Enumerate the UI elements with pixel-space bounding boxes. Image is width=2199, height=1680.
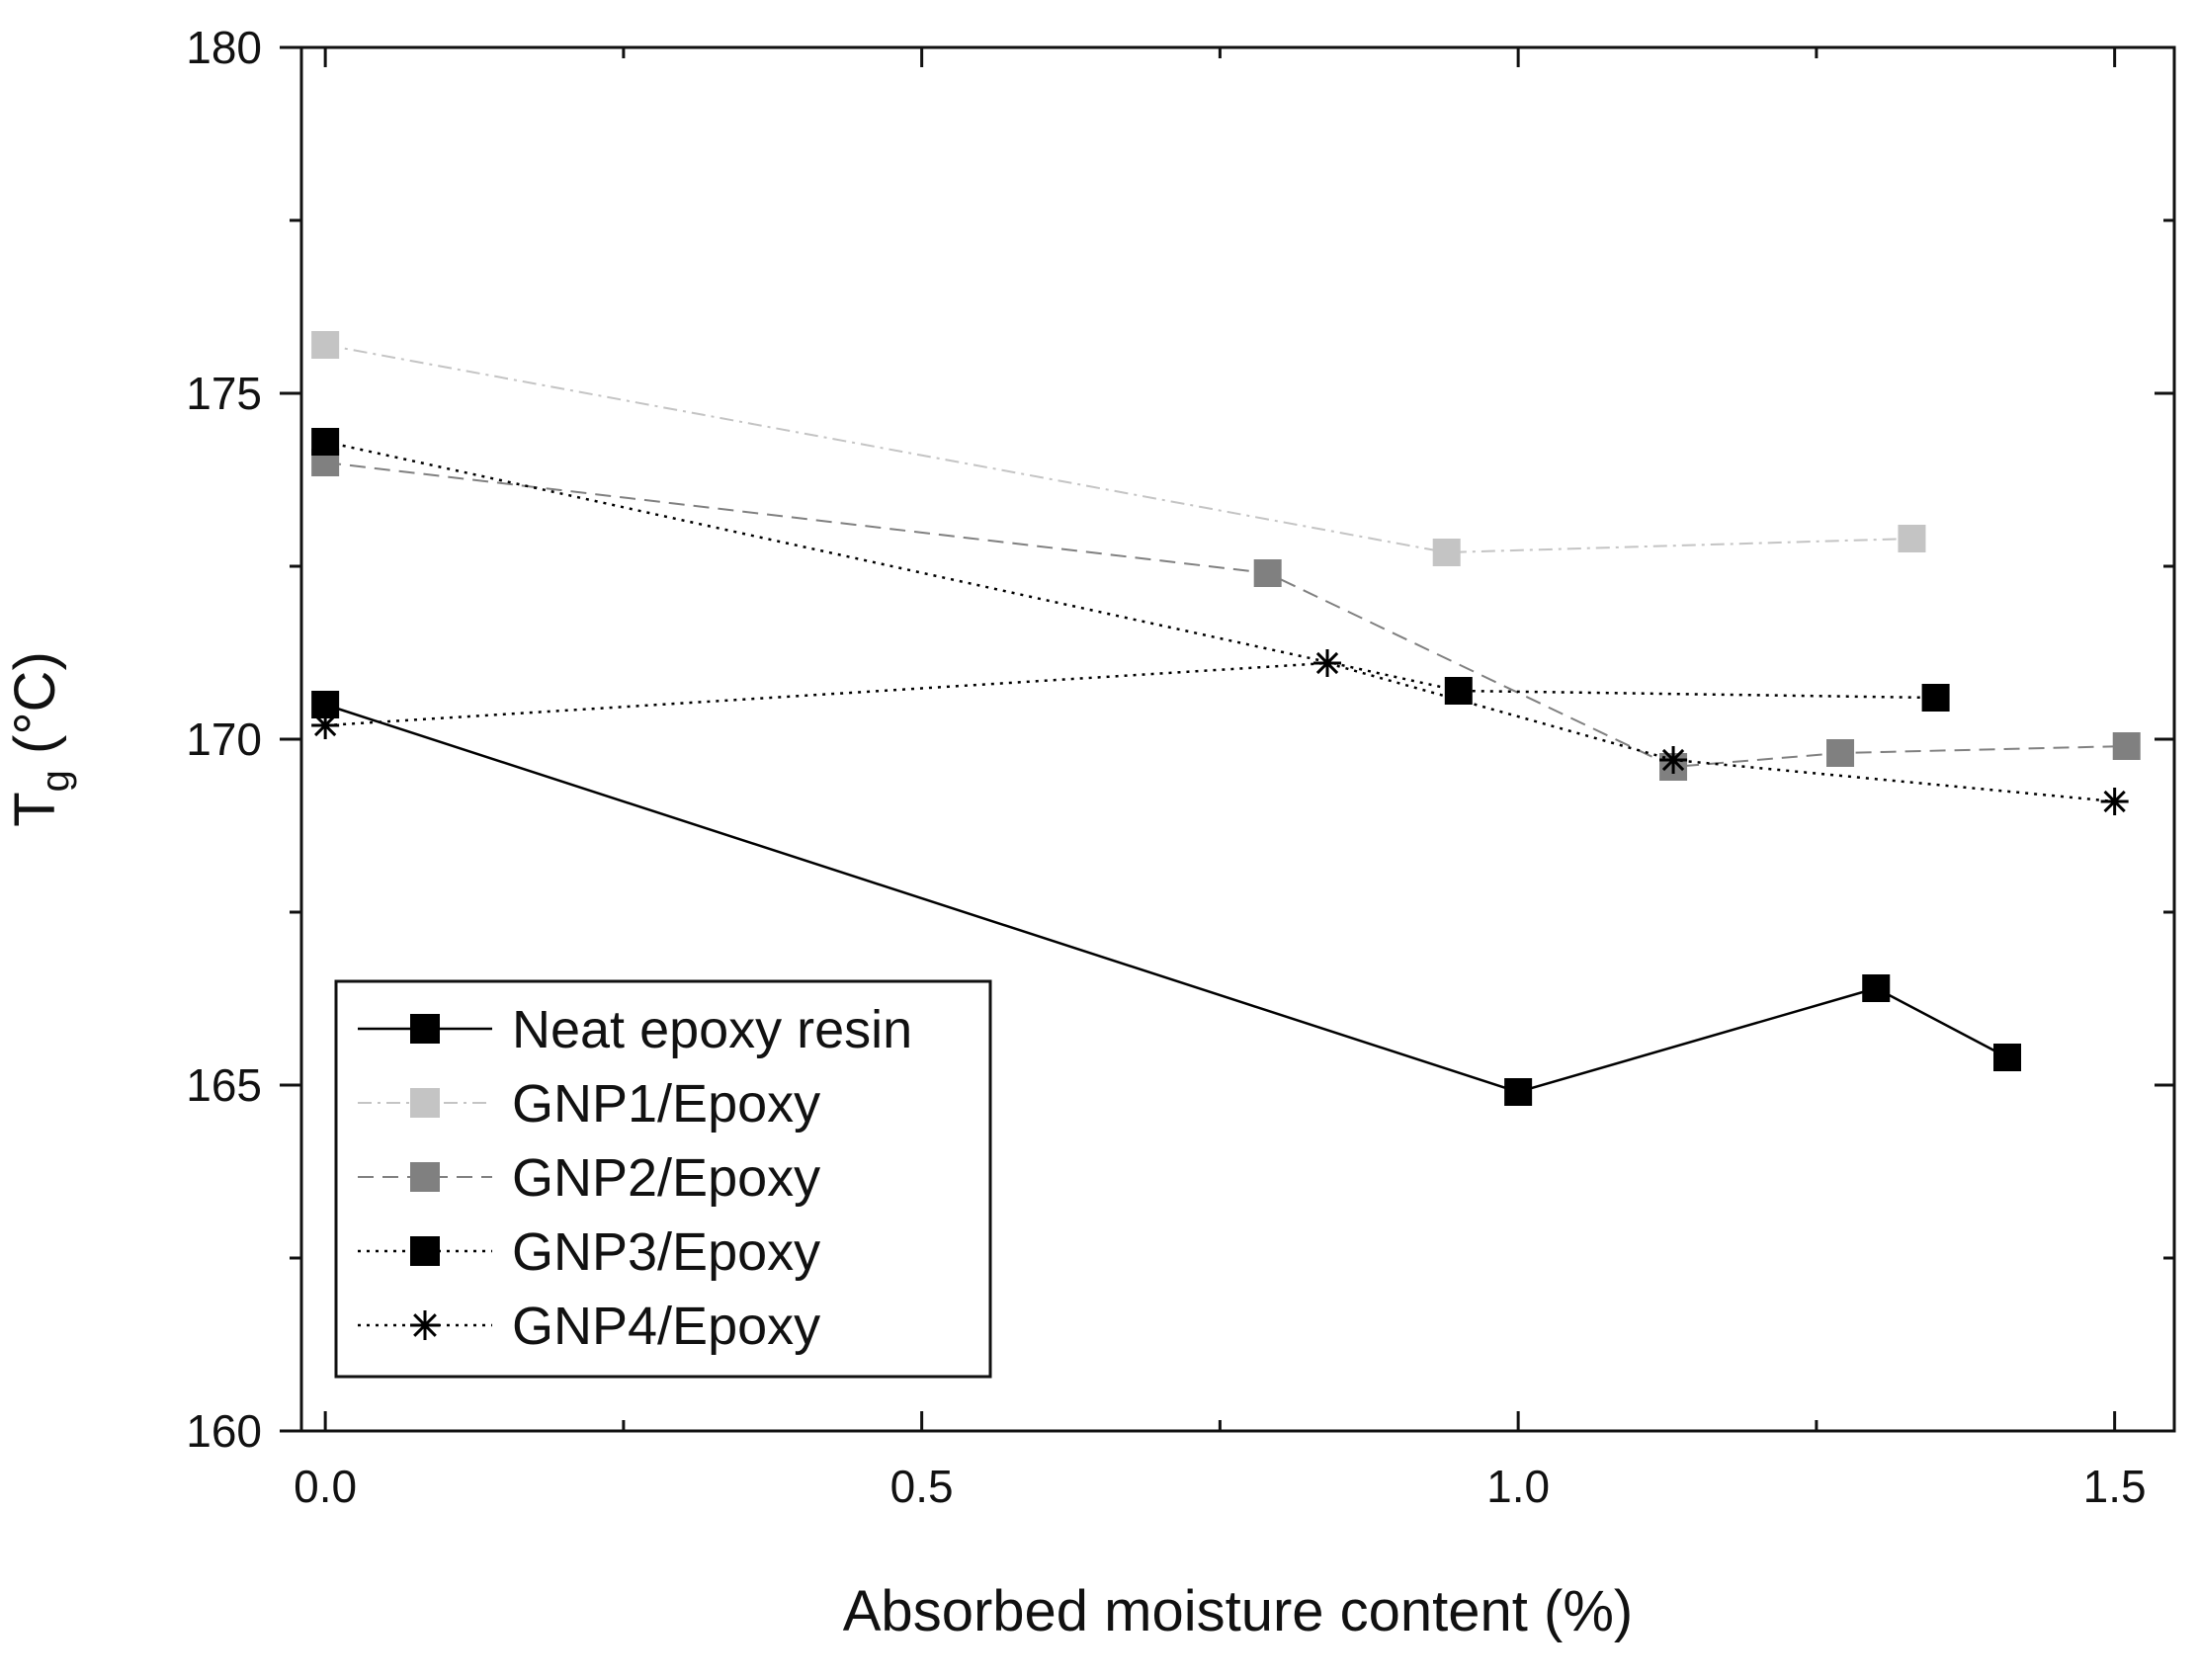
legend-label: GNP2/Epoxy — [512, 1148, 820, 1208]
series-line — [325, 661, 2115, 803]
y-axis-title-subscript: g — [34, 770, 77, 792]
data-point — [1826, 739, 1855, 767]
legend: Neat epoxy resin GNP1/Epoxy GNP2/Epoxy GNP3… — [334, 979, 992, 1379]
y-tick-label: 180 — [186, 22, 262, 73]
x-tick-label: 0.5 — [890, 1461, 954, 1512]
data-point — [2100, 788, 2129, 815]
y-tick-label: 165 — [186, 1059, 262, 1111]
data-point — [1432, 539, 1461, 566]
legend-item: Neat epoxy resin — [358, 1000, 912, 1059]
y-axis-title: Tg (°C) — [3, 651, 77, 827]
data-point — [1862, 974, 1891, 1002]
x-tick-label: 1.0 — [1486, 1461, 1550, 1512]
legend-label: GNP3/Epoxy — [512, 1222, 820, 1282]
y-axis-title-main: T — [3, 792, 67, 826]
legend-marker — [410, 1162, 440, 1192]
legend-marker — [410, 1088, 440, 1118]
data-point — [1504, 1078, 1533, 1106]
axes-layer: 0.0 0.5 1.0 1.5 160 165 170 175 180 — [186, 22, 2174, 1512]
asterisk-stroke — [313, 714, 337, 737]
data-point — [2112, 732, 2141, 760]
asterisk-stroke — [1661, 748, 1685, 772]
data-point — [1993, 1044, 2022, 1071]
data-point — [1313, 649, 1342, 677]
legend-label: GNP4/Epoxy — [512, 1297, 820, 1356]
series-layer — [311, 331, 2141, 1106]
series-5 — [311, 649, 2129, 815]
data-point — [1921, 684, 1950, 712]
series-line — [324, 344, 1912, 554]
legend-marker — [410, 1014, 440, 1044]
legend-box — [334, 979, 992, 1379]
series-line — [325, 462, 2127, 769]
x-axis-title: Absorbed moisture content (%) — [843, 1579, 1633, 1643]
x-tick-label: 0.0 — [294, 1461, 357, 1512]
y-axis-title-unit: (°C) — [3, 651, 67, 770]
data-point — [311, 428, 340, 456]
legend-item: GNP1/Epoxy — [358, 1074, 820, 1134]
y-tick-label: 175 — [186, 368, 262, 419]
asterisk-stroke — [413, 1313, 437, 1337]
data-point — [1898, 525, 1926, 552]
series-4 — [311, 428, 1950, 712]
series-line — [324, 703, 2008, 1094]
series-2 — [311, 331, 1926, 566]
legend-item: GNP3/Epoxy — [358, 1222, 820, 1282]
series-3 — [311, 449, 2141, 781]
y-tick-label: 170 — [186, 714, 262, 765]
x-tick-label: 1.5 — [2083, 1461, 2147, 1512]
data-point — [311, 712, 340, 739]
legend-marker — [410, 1236, 440, 1266]
legend-label: Neat epoxy resin — [512, 1000, 912, 1059]
asterisk-stroke — [1315, 651, 1339, 675]
data-point — [1659, 746, 1688, 774]
legend-item: GNP2/Epoxy — [358, 1148, 820, 1208]
data-point — [311, 331, 340, 359]
y-tick-label: 160 — [186, 1405, 262, 1457]
asterisk-stroke — [2103, 790, 2126, 813]
legend-item: GNP4/Epoxy — [358, 1297, 820, 1356]
legend-label: GNP1/Epoxy — [512, 1074, 820, 1134]
series-1 — [311, 691, 2022, 1106]
legend-marker — [410, 1310, 440, 1340]
data-point — [1253, 559, 1282, 587]
series-line — [324, 440, 1936, 700]
